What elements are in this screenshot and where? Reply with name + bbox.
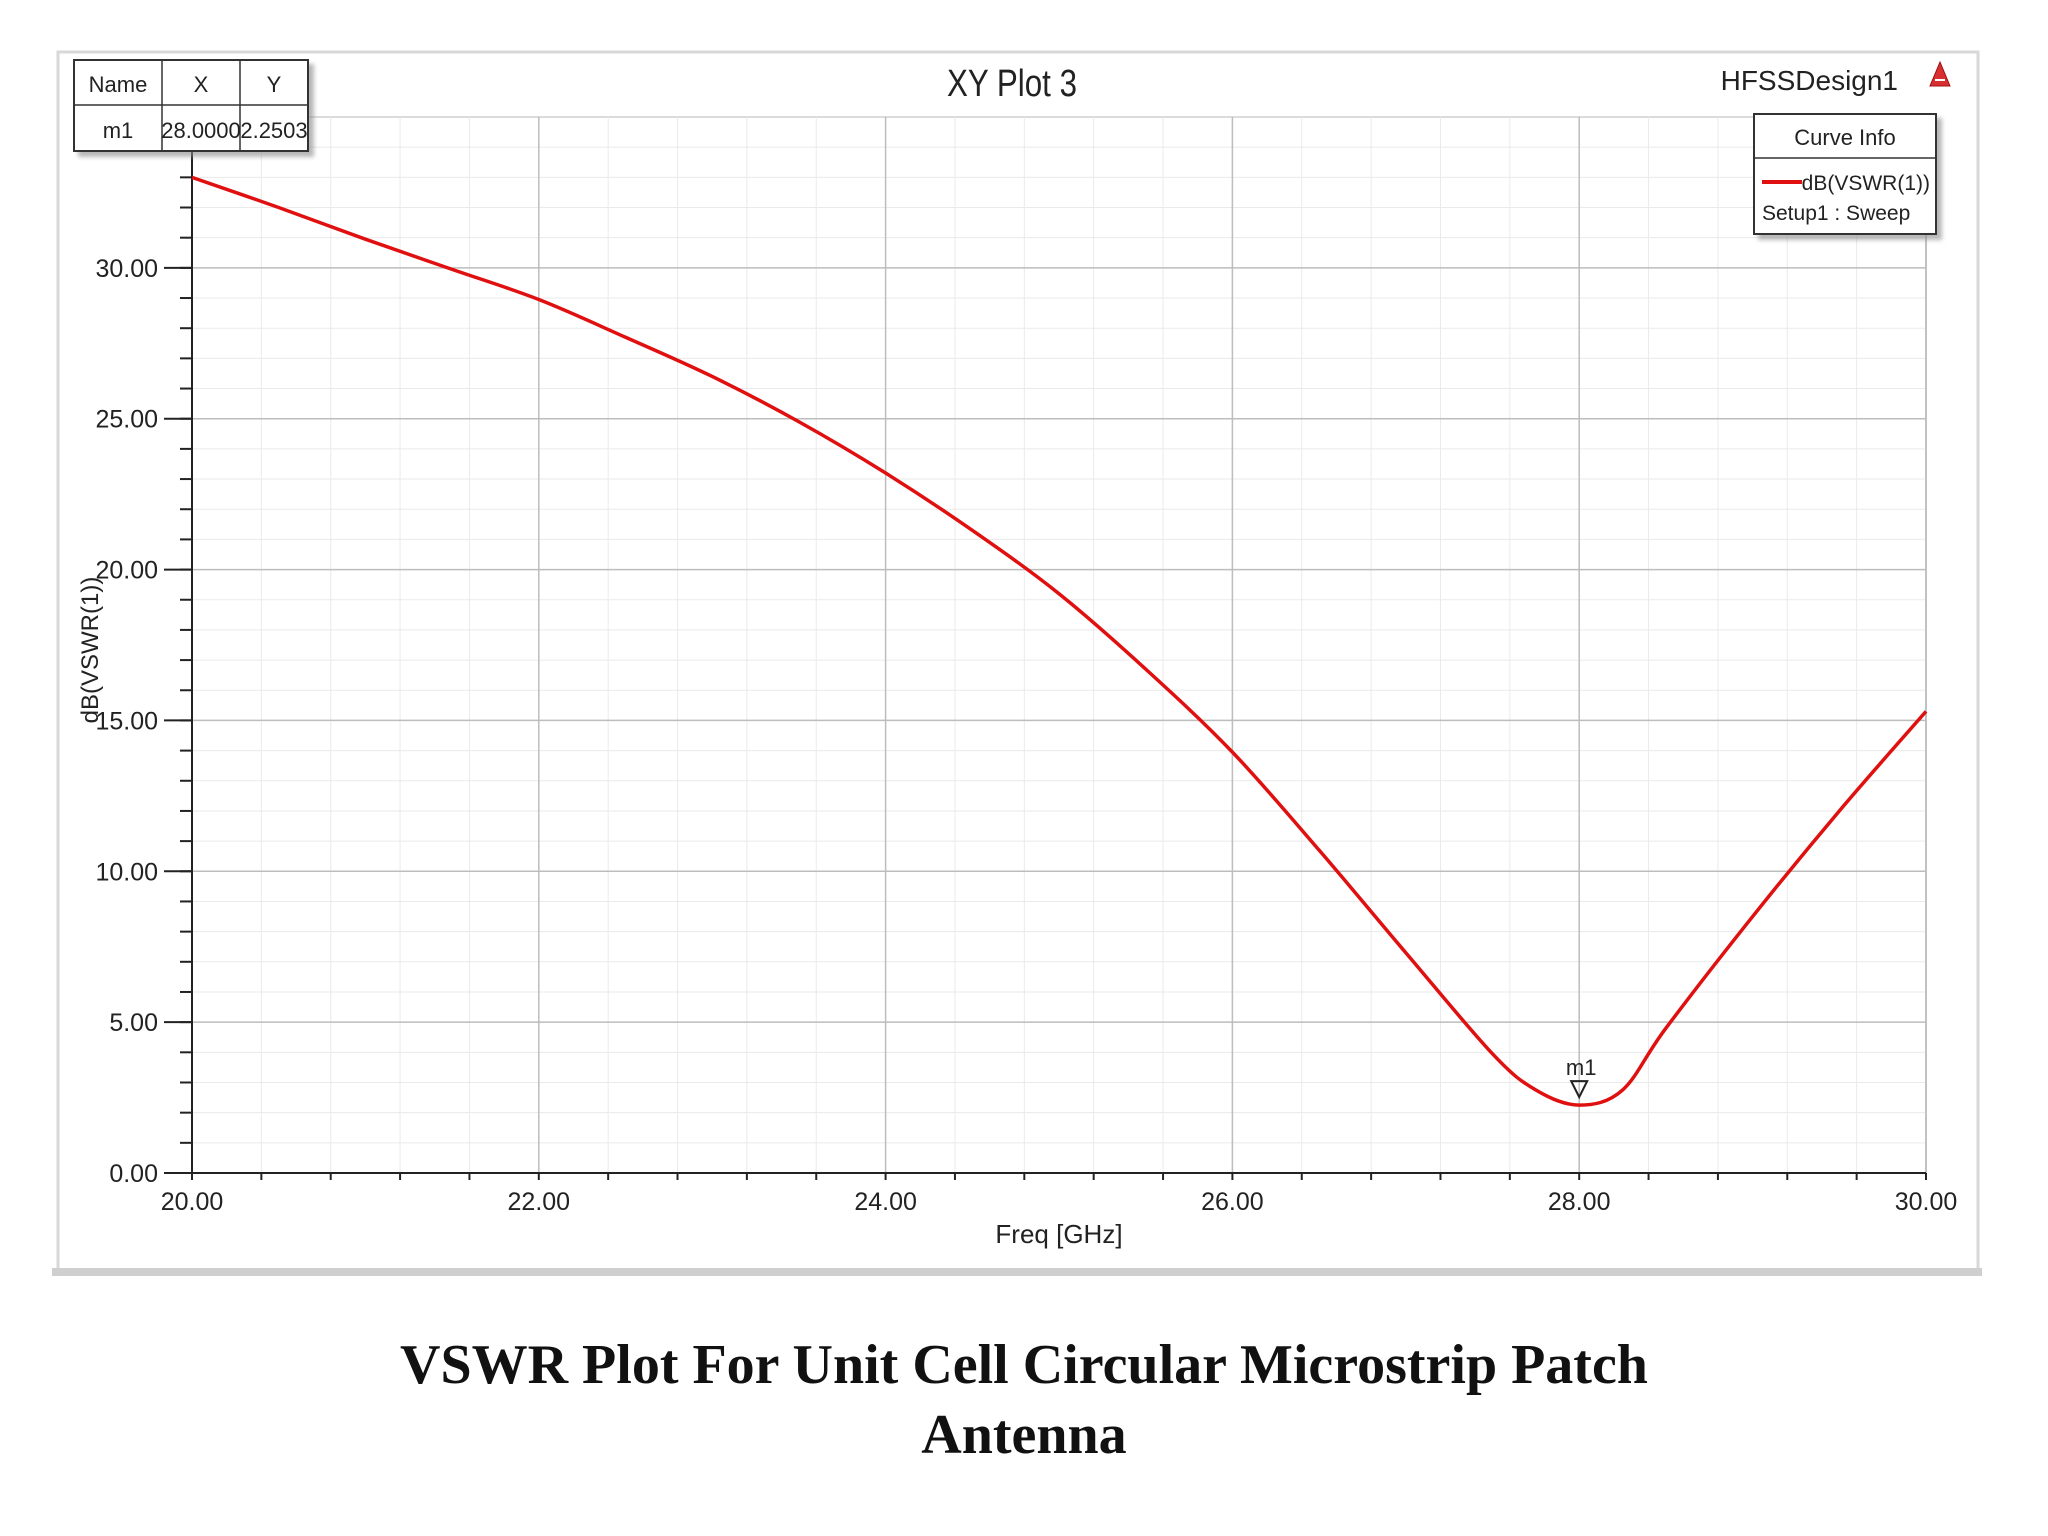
x-minor-ticks [191,1173,1927,1180]
marker-label: m1 [1566,1055,1597,1080]
marker-m1[interactable]: m1 [1566,1055,1597,1100]
legend-entry-sublabel: Setup1 : Sweep [1762,202,1910,225]
x-tick-label: 24.00 [854,1188,917,1216]
caption-line-1: VSWR Plot For Unit Cell Circular Microst… [400,1334,1648,1396]
marker-table-cell-y: 2.2503 [240,118,307,143]
y-tick-label: 30.00 [95,255,158,283]
marker-table-grid [74,60,308,151]
x-tick-label: 22.00 [508,1188,571,1216]
marker-table-header-y: Y [267,72,282,97]
chart-title: XY Plot 3 [947,63,1077,105]
x-axis-label: Freq [GHz] [995,1219,1122,1249]
x-tick-label: 30.00 [1895,1188,1958,1216]
x-tick-labels: 20.00 22.00 24.00 26.00 28.00 30.00 [161,1188,1958,1216]
x-tick-label: 26.00 [1201,1188,1264,1216]
marker-table-cell-x: 28.0000 [161,118,241,143]
ansys-logo-icon [1929,60,1951,87]
y-tick-label: 0.00 [109,1160,158,1188]
series-line-vswr [191,175,1928,1107]
legend-title: Curve Info [1794,125,1896,150]
y-tick-label: 10.00 [95,858,158,886]
design-name: HFSSDesign1 [1721,65,1898,96]
marker-table-cell-name: m1 [103,118,134,143]
x-tick-label: 20.00 [161,1188,224,1216]
y-axis-label: dB(VSWR(1)) [77,577,104,724]
y-tick-labels: 0.00 5.00 10.00 15.00 20.00 25.00 30.00 [95,255,192,1188]
marker-table-header-x: X [194,72,209,97]
x-tick-label: 28.00 [1548,1188,1611,1216]
marker-triangle-icon [1569,1080,1589,1100]
y-tick-label: 25.00 [95,406,158,434]
plot-area [191,116,1927,1174]
y-tick-label: 15.00 [95,707,158,735]
caption-line-2: Antenna [921,1404,1127,1466]
figure-caption: VSWR Plot For Unit Cell Circular Microst… [0,1330,2048,1470]
legend-entry-label: dB(VSWR(1)) [1802,172,1930,195]
plot-window-bottom-bar [52,1268,1982,1276]
legend-box [1753,113,1937,235]
y-tick-label: 5.00 [109,1009,158,1037]
y-tick-label: 20.00 [95,557,158,585]
marker-table-header-name: Name [89,72,148,97]
